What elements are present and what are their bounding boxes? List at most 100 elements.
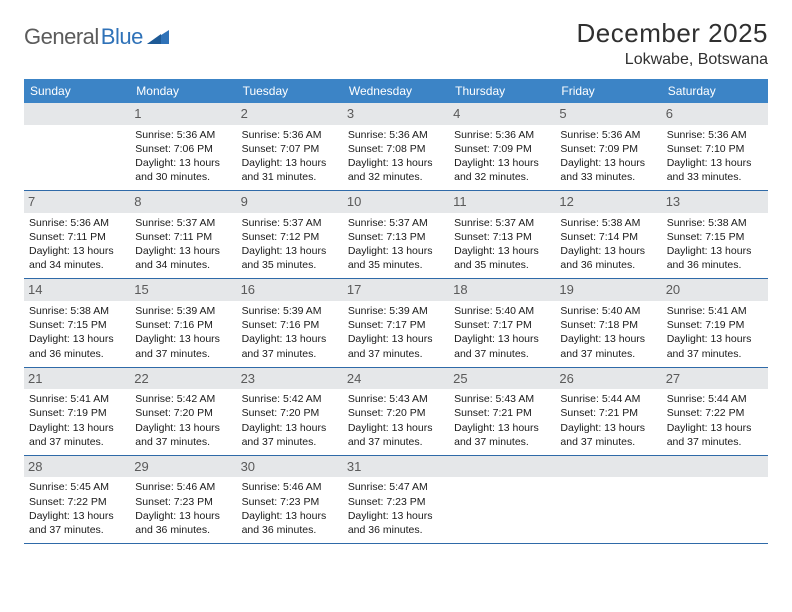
calendar-cell: 5Sunrise: 5:36 AMSunset: 7:09 PMDaylight… — [555, 103, 661, 191]
calendar-page: GeneralBlue December 2025 Lokwabe, Botsw… — [0, 0, 792, 612]
calendar-cell: 10Sunrise: 5:37 AMSunset: 7:13 PMDayligh… — [343, 191, 449, 279]
day-number: 14 — [24, 279, 130, 301]
day-info: Sunrise: 5:36 AMSunset: 7:09 PMDaylight:… — [560, 128, 656, 185]
sunrise-text: Sunrise: 5:44 AM — [667, 392, 763, 406]
daylight-text: Daylight: 13 hours and 34 minutes. — [29, 244, 125, 272]
sunrise-text: Sunrise: 5:43 AM — [348, 392, 444, 406]
daylight-text: Daylight: 13 hours and 37 minutes. — [29, 421, 125, 449]
daylight-text: Daylight: 13 hours and 37 minutes. — [560, 332, 656, 360]
sunrise-text: Sunrise: 5:40 AM — [454, 304, 550, 318]
day-number: 30 — [237, 456, 343, 478]
sunset-text: Sunset: 7:22 PM — [29, 495, 125, 509]
day-number: 26 — [555, 368, 661, 390]
day-info: Sunrise: 5:46 AMSunset: 7:23 PMDaylight:… — [135, 480, 231, 537]
calendar-cell — [662, 455, 768, 543]
sunrise-text: Sunrise: 5:43 AM — [454, 392, 550, 406]
day-info: Sunrise: 5:37 AMSunset: 7:13 PMDaylight:… — [454, 216, 550, 273]
dow-tuesday: Tuesday — [237, 79, 343, 103]
logo: GeneralBlue — [24, 18, 169, 50]
calendar-cell: 19 Sunrise: 5:40 AMSunset: 7:18 PMDayligh… — [555, 279, 661, 367]
calendar-head: Sunday Monday Tuesday Wednesday Thursday… — [24, 79, 768, 103]
day-number: 20 — [662, 279, 768, 301]
sunrise-text: Sunrise: 5:37 AM — [454, 216, 550, 230]
calendar-cell: 13Sunrise: 5:38 AMSunset: 7:15 PMDayligh… — [662, 191, 768, 279]
calendar-cell: 8Sunrise: 5:37 AMSunset: 7:11 PMDaylight… — [130, 191, 236, 279]
calendar-cell: 28Sunrise: 5:45 AMSunset: 7:22 PMDayligh… — [24, 455, 130, 543]
daylight-text: Daylight: 13 hours and 36 minutes. — [29, 332, 125, 360]
sunset-text: Sunset: 7:23 PM — [242, 495, 338, 509]
day-info: Sunrise: 5:38 AMSunset: 7:14 PMDaylight:… — [560, 216, 656, 273]
day-info: Sunrise: 5:40 AMSunset: 7:18 PMDaylight:… — [560, 304, 656, 361]
daylight-text: Daylight: 13 hours and 33 minutes. — [667, 156, 763, 184]
sunrise-text: Sunrise: 5:46 AM — [135, 480, 231, 494]
sunset-text: Sunset: 7:10 PM — [667, 142, 763, 156]
calendar-cell: 23Sunrise: 5:42 AMSunset: 7:20 PMDayligh… — [237, 367, 343, 455]
daylight-text: Daylight: 13 hours and 34 minutes. — [135, 244, 231, 272]
day-number: 29 — [130, 456, 236, 478]
daylight-text: Daylight: 13 hours and 37 minutes. — [667, 421, 763, 449]
daylight-text: Daylight: 13 hours and 30 minutes. — [135, 156, 231, 184]
sunrise-text: Sunrise: 5:41 AM — [667, 304, 763, 318]
sunrise-text: Sunrise: 5:42 AM — [242, 392, 338, 406]
daylight-text: Daylight: 13 hours and 36 minutes. — [348, 509, 444, 537]
day-number: 28 — [24, 456, 130, 478]
daylight-text: Daylight: 13 hours and 32 minutes. — [454, 156, 550, 184]
sunrise-text: Sunrise: 5:36 AM — [29, 216, 125, 230]
day-number: 3 — [343, 103, 449, 125]
calendar-cell: 26Sunrise: 5:44 AMSunset: 7:21 PMDayligh… — [555, 367, 661, 455]
calendar-body: 1Sunrise: 5:36 AMSunset: 7:06 PMDaylight… — [24, 103, 768, 544]
sunset-text: Sunset: 7:16 PM — [242, 318, 338, 332]
calendar-cell: 17Sunrise: 5:39 AMSunset: 7:17 PMDayligh… — [343, 279, 449, 367]
sunset-text: Sunset: 7:19 PM — [667, 318, 763, 332]
sunrise-text: Sunrise: 5:38 AM — [667, 216, 763, 230]
sunrise-text: Sunrise: 5:36 AM — [348, 128, 444, 142]
day-number: 19 — [555, 279, 661, 301]
sunrise-text: Sunrise: 5:42 AM — [135, 392, 231, 406]
day-info: Sunrise: 5:38 AMSunset: 7:15 PMDaylight:… — [667, 216, 763, 273]
location-label: Lokwabe, Botswana — [577, 51, 769, 69]
day-number: 18 — [449, 279, 555, 301]
day-number: 2 — [237, 103, 343, 125]
sunset-text: Sunset: 7:21 PM — [560, 406, 656, 420]
sunrise-text: Sunrise: 5:46 AM — [242, 480, 338, 494]
sunset-text: Sunset: 7:21 PM — [454, 406, 550, 420]
day-info: Sunrise: 5:42 AMSunset: 7:20 PMDaylight:… — [135, 392, 231, 449]
day-number: 11 — [449, 191, 555, 213]
daylight-text: Daylight: 13 hours and 37 minutes. — [135, 332, 231, 360]
sunset-text: Sunset: 7:06 PM — [135, 142, 231, 156]
logo-text-gray: General — [24, 24, 99, 50]
daylight-text: Daylight: 13 hours and 37 minutes. — [560, 421, 656, 449]
calendar-cell: 21Sunrise: 5:41 AMSunset: 7:19 PMDayligh… — [24, 367, 130, 455]
sunset-text: Sunset: 7:17 PM — [348, 318, 444, 332]
daylight-text: Daylight: 13 hours and 37 minutes. — [454, 421, 550, 449]
day-info: Sunrise: 5:36 AMSunset: 7:09 PMDaylight:… — [454, 128, 550, 185]
day-info: Sunrise: 5:37 AMSunset: 7:13 PMDaylight:… — [348, 216, 444, 273]
dow-thursday: Thursday — [449, 79, 555, 103]
dow-wednesday: Wednesday — [343, 79, 449, 103]
day-number: 1 — [130, 103, 236, 125]
calendar-cell: 27Sunrise: 5:44 AMSunset: 7:22 PMDayligh… — [662, 367, 768, 455]
calendar-cell: 9Sunrise: 5:37 AMSunset: 7:12 PMDaylight… — [237, 191, 343, 279]
calendar-cell — [449, 455, 555, 543]
sunset-text: Sunset: 7:11 PM — [29, 230, 125, 244]
day-info: Sunrise: 5:36 AMSunset: 7:08 PMDaylight:… — [348, 128, 444, 185]
calendar-cell: 6Sunrise: 5:36 AMSunset: 7:10 PMDaylight… — [662, 103, 768, 191]
sunrise-text: Sunrise: 5:37 AM — [135, 216, 231, 230]
dow-monday: Monday — [130, 79, 236, 103]
sunset-text: Sunset: 7:22 PM — [667, 406, 763, 420]
day-info: Sunrise: 5:47 AMSunset: 7:23 PMDaylight:… — [348, 480, 444, 537]
sunrise-text: Sunrise: 5:41 AM — [29, 392, 125, 406]
day-number: 8 — [130, 191, 236, 213]
sunrise-text: Sunrise: 5:38 AM — [560, 216, 656, 230]
day-info: Sunrise: 5:39 AMSunset: 7:17 PMDaylight:… — [348, 304, 444, 361]
daylight-text: Daylight: 13 hours and 35 minutes. — [454, 244, 550, 272]
day-number — [449, 456, 555, 478]
daylight-text: Daylight: 13 hours and 36 minutes. — [560, 244, 656, 272]
day-number: 12 — [555, 191, 661, 213]
daylight-text: Daylight: 13 hours and 36 minutes. — [667, 244, 763, 272]
calendar-cell — [555, 455, 661, 543]
sunset-text: Sunset: 7:20 PM — [242, 406, 338, 420]
calendar-cell: 11 Sunrise: 5:37 AMSunset: 7:13 PMDayligh… — [449, 191, 555, 279]
sunrise-text: Sunrise: 5:36 AM — [560, 128, 656, 142]
calendar-cell: 22Sunrise: 5:42 AMSunset: 7:20 PMDayligh… — [130, 367, 236, 455]
